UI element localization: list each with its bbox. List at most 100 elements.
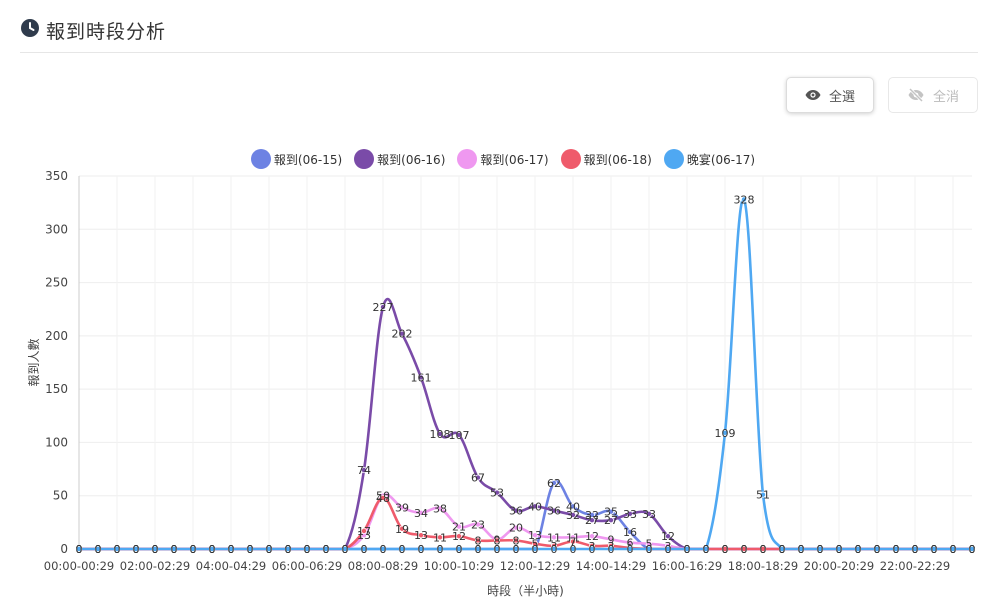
data-label: 0: [361, 543, 368, 556]
data-label: 0: [722, 543, 729, 556]
data-label: 0: [190, 543, 197, 556]
chart-legend: 報到(06-15) 報到(06-16) 報到(06-17) 報到(06-18) 晚宴(0…: [0, 146, 1006, 172]
series-line: [79, 496, 972, 551]
data-point: [874, 546, 881, 553]
data-label: 12: [452, 530, 466, 543]
x-tick-label: 06:00-06:29: [272, 559, 342, 573]
legend-marker: [663, 149, 684, 169]
data-label: 0: [323, 543, 330, 556]
data-point: [493, 489, 500, 496]
data-label: 0: [570, 543, 577, 556]
data-label: 0: [684, 543, 691, 556]
data-point: [379, 546, 386, 553]
data-label: 108: [430, 428, 451, 441]
section-header: 報到時段分析: [20, 12, 978, 53]
data-label: 74: [357, 464, 371, 477]
x-tick-label: 00:00-00:29: [44, 559, 114, 573]
x-tick-label: 22:00-22:29: [880, 559, 950, 573]
data-label: 0: [969, 543, 976, 556]
data-point: [532, 532, 539, 539]
x-axis-title: 時段（半小時): [487, 583, 564, 598]
data-label: 0: [228, 543, 235, 556]
legend-item[interactable]: 報到(06-18): [560, 146, 652, 172]
data-label: 35: [604, 506, 618, 519]
data-point: [779, 546, 786, 553]
data-point: [551, 479, 558, 486]
data-point: [132, 546, 139, 553]
data-point: [665, 546, 672, 553]
data-point: [950, 546, 957, 553]
x-tick-label: 10:00-10:29: [424, 559, 494, 573]
data-label: 32: [566, 509, 580, 522]
section-title: 報到時段分析: [46, 21, 167, 43]
data-label: 8: [475, 534, 482, 547]
data-label: 0: [931, 543, 938, 556]
data-point: [608, 517, 615, 524]
data-label: 0: [874, 543, 881, 556]
data-label: 0: [855, 543, 862, 556]
data-label: 32: [585, 509, 599, 522]
data-point: [646, 510, 653, 517]
data-point: [684, 546, 691, 553]
y-tick-label: 100: [45, 435, 68, 449]
legend-marker: [354, 149, 375, 169]
data-point: [398, 504, 405, 511]
data-point: [798, 546, 805, 553]
data-point: [170, 546, 177, 553]
data-label: 0: [133, 543, 140, 556]
data-point: [417, 509, 424, 516]
data-point: [722, 429, 729, 436]
data-label: 9: [608, 533, 615, 546]
data-label: 0: [893, 543, 900, 556]
data-label: 0: [285, 543, 292, 556]
data-point: [608, 536, 615, 543]
data-label: 0: [380, 543, 387, 556]
legend-label: 報到(06-17): [480, 152, 549, 167]
data-label: 7: [570, 536, 577, 549]
data-label: 40: [528, 500, 542, 513]
show-all-button[interactable]: 全選: [786, 77, 874, 113]
data-label: 109: [715, 427, 736, 440]
data-point: [912, 546, 919, 553]
clock-icon: [21, 19, 39, 37]
data-label: 13: [528, 529, 542, 542]
data-point: [114, 546, 121, 553]
data-label: 0: [171, 543, 178, 556]
data-label: 51: [756, 489, 770, 502]
data-point: [532, 546, 539, 553]
data-point: [360, 467, 367, 474]
data-point: [551, 546, 558, 553]
hide-all-button[interactable]: 全消: [888, 77, 978, 113]
data-point: [532, 503, 539, 510]
data-point: [455, 546, 462, 553]
data-point: [455, 533, 462, 540]
data-label: 13: [357, 529, 371, 542]
legend-item[interactable]: 報到(06-16): [354, 146, 445, 172]
legend-marker: [457, 149, 478, 169]
legend-label: 晚宴(06-17): [686, 152, 756, 167]
y-tick-label: 300: [45, 222, 68, 236]
data-label: 0: [95, 543, 102, 556]
x-tick-label: 18:00-18:29: [728, 559, 798, 573]
data-label: 0: [760, 543, 767, 556]
data-point: [817, 546, 824, 553]
data-point: [379, 494, 386, 501]
data-point: [646, 546, 653, 553]
data-point: [398, 546, 405, 553]
y-tick-label: 350: [45, 169, 68, 183]
data-label: 227: [373, 301, 394, 314]
data-point: [513, 507, 520, 514]
x-tick-label: 04:00-04:29: [196, 559, 266, 573]
data-point: [360, 527, 367, 534]
data-point: [969, 546, 976, 553]
data-point: [760, 491, 767, 498]
data-label: 16: [623, 526, 637, 539]
data-label: 0: [703, 543, 710, 556]
legend-item[interactable]: 報到(06-15): [250, 146, 342, 172]
y-tick-label: 150: [45, 382, 68, 396]
legend-item[interactable]: 晚宴(06-17): [663, 146, 756, 172]
y-axis-title: 報到人數: [27, 338, 41, 386]
legend-item[interactable]: 報到(06-17): [457, 146, 549, 172]
data-label: 0: [798, 543, 805, 556]
y-tick-label: 50: [53, 489, 68, 503]
